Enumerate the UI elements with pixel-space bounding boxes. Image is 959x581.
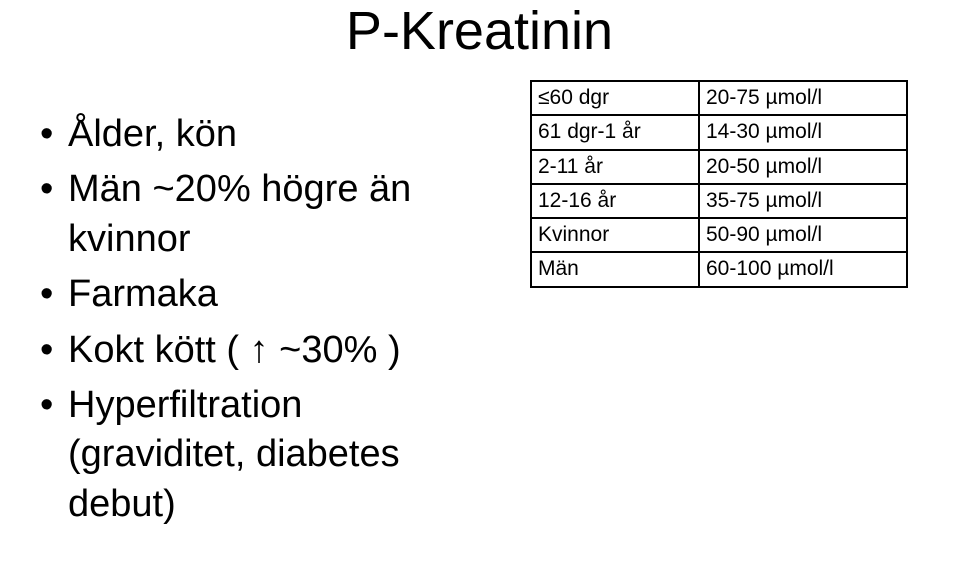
reference-table: ≤60 dgr 20-75 µmol/l 61 dgr-1 år 14-30 µ… bbox=[530, 80, 908, 288]
bullet-text: Män ~20% högre än kvinnor bbox=[68, 165, 490, 264]
slide-title: P-Kreatinin bbox=[0, 0, 959, 62]
ref-label: 12-16 år bbox=[531, 184, 699, 218]
bullet-text: Kokt kött ( ↑ ~30% ) bbox=[68, 326, 401, 375]
ref-value: 35-75 µmol/l bbox=[699, 184, 907, 218]
table-row: 12-16 år 35-75 µmol/l bbox=[531, 184, 907, 218]
ref-value: 20-50 µmol/l bbox=[699, 150, 907, 184]
ref-value: 50-90 µmol/l bbox=[699, 218, 907, 252]
bullet-dot-icon: • bbox=[40, 270, 68, 319]
bullet-item: • Ålder, kön bbox=[40, 110, 490, 159]
slide: P-Kreatinin • Ålder, kön • Män ~20% högr… bbox=[0, 0, 959, 581]
table-row: ≤60 dgr 20-75 µmol/l bbox=[531, 81, 907, 115]
bullet-item: • Män ~20% högre än kvinnor bbox=[40, 165, 490, 264]
bullet-dot-icon: • bbox=[40, 110, 68, 159]
ref-value: 20-75 µmol/l bbox=[699, 81, 907, 115]
table-row: 2-11 år 20-50 µmol/l bbox=[531, 150, 907, 184]
bullet-dot-icon: • bbox=[40, 381, 68, 430]
ref-label: Män bbox=[531, 252, 699, 286]
bullet-item: • Farmaka bbox=[40, 270, 490, 319]
bullet-text: Hyperfiltration (graviditet, diabetes de… bbox=[68, 381, 490, 529]
bullet-item: • Kokt kött ( ↑ ~30% ) bbox=[40, 326, 490, 375]
table-row: 61 dgr-1 år 14-30 µmol/l bbox=[531, 115, 907, 149]
ref-label: 2-11 år bbox=[531, 150, 699, 184]
bullet-text: Ålder, kön bbox=[68, 110, 237, 159]
bullet-item: • Hyperfiltration (graviditet, diabetes … bbox=[40, 381, 490, 529]
ref-label: 61 dgr-1 år bbox=[531, 115, 699, 149]
ref-label: ≤60 dgr bbox=[531, 81, 699, 115]
ref-value: 60-100 µmol/l bbox=[699, 252, 907, 286]
table-row: Män 60-100 µmol/l bbox=[531, 252, 907, 286]
table-row: Kvinnor 50-90 µmol/l bbox=[531, 218, 907, 252]
bullet-dot-icon: • bbox=[40, 326, 68, 375]
ref-label: Kvinnor bbox=[531, 218, 699, 252]
bullet-dot-icon: • bbox=[40, 165, 68, 214]
bullet-list: • Ålder, kön • Män ~20% högre än kvinnor… bbox=[40, 110, 490, 535]
ref-value: 14-30 µmol/l bbox=[699, 115, 907, 149]
bullet-text: Farmaka bbox=[68, 270, 218, 319]
